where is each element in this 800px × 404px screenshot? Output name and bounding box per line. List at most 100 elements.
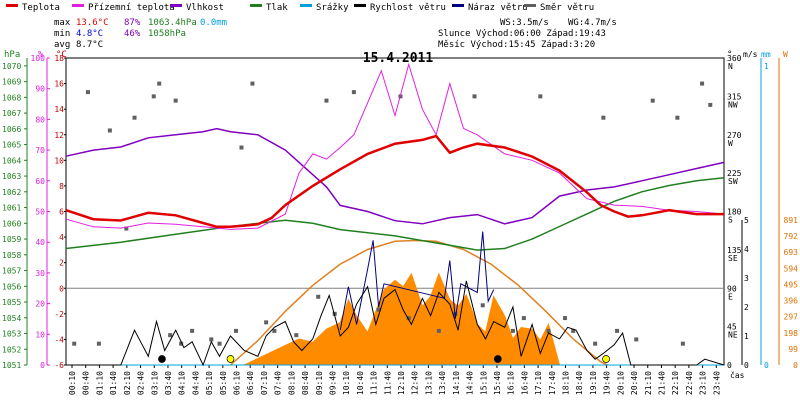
wind-direction-point	[521, 316, 526, 321]
wind-direction-point	[571, 328, 576, 333]
temperature-tick-label: 16	[54, 80, 64, 89]
x-tick-label: 10:10	[342, 371, 351, 395]
stats-max-label: max	[54, 18, 71, 28]
wind-speed-tick-label: 5	[744, 216, 749, 225]
humidity-tick-label: 40	[35, 238, 45, 247]
x-tick-label: 15:40	[493, 371, 502, 395]
wind-dir-name: E	[728, 292, 733, 301]
temperature-tick-label: 2	[59, 259, 64, 268]
humidity-tick-label: 70	[35, 146, 45, 155]
wind-dir-tick-label: 315	[727, 92, 742, 101]
stats-avg-temp: 8.7°C	[76, 40, 103, 50]
x-tick-label: 11:10	[370, 371, 379, 395]
wind-direction-point	[708, 102, 713, 107]
stats-min-press: 1058hPa	[148, 29, 186, 39]
pressure-tick-label: 1067	[2, 109, 21, 118]
wind-dir-name: W	[728, 139, 733, 148]
legend-label: Náraz větru	[468, 3, 528, 13]
legend-label: Srážky	[316, 3, 349, 13]
humidity-line	[65, 127, 725, 225]
pressure-tick-label: 1053	[2, 330, 21, 339]
pressure-tick-label: 1069	[2, 78, 21, 87]
humidity-tick-label: 50	[35, 208, 45, 217]
pressure-tick-label: 1055	[2, 298, 21, 307]
solar-tick-label: 792	[784, 232, 799, 241]
x-tick-label: 21:40	[657, 371, 666, 395]
x-tick-label: 08:10	[287, 371, 296, 395]
x-tick-label: 13:10	[424, 371, 433, 395]
pressure-tick-label: 1065	[2, 141, 21, 150]
temperature-tick-label: 4	[59, 233, 64, 242]
wind-direction-point	[96, 341, 101, 346]
x-tick-label: 09:40	[328, 371, 337, 395]
temperature-tick-label: 12	[54, 131, 64, 140]
x-tick-label: 12:40	[411, 371, 420, 395]
x-tick-label: 19:10	[589, 371, 598, 395]
solar-tick-label: 198	[784, 329, 799, 338]
x-tick-label: 16:40	[520, 371, 529, 395]
legend-swatch	[6, 4, 18, 7]
wind-direction-point	[436, 328, 441, 333]
x-tick-label: 04:40	[191, 371, 200, 395]
wind-speed-axis-label: m/s	[743, 50, 758, 59]
stats-max-temp: 13.6°C	[76, 18, 109, 28]
x-tick-label: 06:10	[233, 371, 242, 395]
solar-tick-label: 495	[784, 280, 799, 289]
legend-swatch	[170, 4, 182, 7]
legend-label: Tlak	[266, 3, 288, 13]
x-tick-label: 14:10	[452, 371, 461, 395]
stats-avg-label: avg	[54, 40, 70, 50]
wind-direction-point	[124, 226, 129, 231]
x-tick-label: 23:10	[699, 371, 708, 395]
solar-tick-label: 99	[788, 345, 798, 354]
stats-min-label: min	[54, 29, 70, 39]
wind-direction-point	[538, 94, 543, 99]
wind-dir-tick-label: 45	[727, 323, 737, 332]
wind-direction-point	[351, 90, 356, 95]
pressure-axis-label: hPa	[4, 50, 20, 60]
x-tick-label: 03:40	[164, 371, 173, 395]
pressure-tick-label: 1063	[2, 172, 21, 181]
temperature-tick-label: 18	[54, 54, 64, 63]
wind-direction-point	[510, 328, 515, 333]
wind-dir-axis-label: °	[727, 50, 732, 60]
moon-set-marker	[158, 355, 166, 363]
x-tick-label: 06:40	[246, 371, 255, 395]
wind-direction-point	[190, 328, 195, 333]
x-tick-label: 17:40	[548, 371, 557, 395]
wind-dir-name: N	[728, 62, 733, 71]
pressure-tick-label: 1068	[2, 93, 21, 102]
wind-speed-tick-label: 3	[744, 274, 749, 283]
solar-axis-label: W	[783, 50, 788, 59]
wind-direction-point	[324, 98, 329, 103]
x-tick-label: 22:10	[671, 371, 680, 395]
wind-direction-point	[650, 98, 655, 103]
legend-swatch	[300, 4, 312, 7]
pressure-tick-label: 1057	[2, 267, 21, 276]
wind-dir-tick-label: 270	[727, 131, 742, 140]
wind-speed-tick-label: 1	[744, 332, 749, 341]
wind-direction-point	[634, 337, 639, 342]
rain-axis-label: mm	[761, 50, 771, 59]
humidity-tick-label: 30	[35, 269, 45, 278]
legend-swatch	[452, 4, 464, 7]
x-tick-label: 07:40	[274, 371, 283, 395]
wind-direction-point	[151, 94, 156, 99]
x-tick-label: 16:10	[507, 371, 516, 395]
wind-speed-tick-label: 0	[744, 361, 749, 370]
wind-dir-name: S	[728, 216, 733, 225]
stats-wind-gust: WG:4.7m/s	[568, 18, 617, 28]
wind-direction-point	[157, 81, 162, 86]
x-tick-label: 14:40	[466, 371, 475, 395]
wind-dir-name: SE	[728, 254, 738, 263]
sunrise-marker	[226, 355, 235, 363]
pressure-tick-label: 1066	[2, 125, 21, 134]
x-tick-label: 18:10	[562, 371, 571, 395]
x-tick-label: 00:40	[82, 371, 91, 395]
wind-direction-point	[168, 333, 173, 338]
pressure-tick-label: 1059	[2, 235, 21, 244]
wind-direction-point	[250, 81, 255, 86]
wind-dir-tick-label: 0	[727, 361, 732, 370]
wind-direction-point	[675, 115, 680, 120]
